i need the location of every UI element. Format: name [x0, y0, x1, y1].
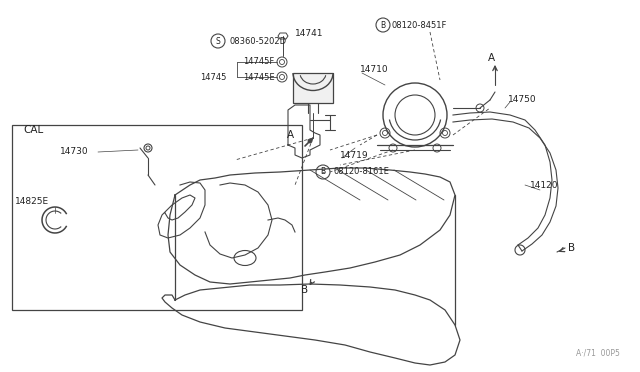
Text: 14745: 14745 [200, 73, 227, 81]
Text: 08360-5202D: 08360-5202D [230, 38, 287, 46]
Text: 14120: 14120 [530, 180, 559, 189]
Text: 14825E: 14825E [15, 198, 49, 206]
Text: B: B [568, 243, 575, 253]
Text: A: A [287, 130, 294, 140]
Bar [293, 73, 333, 103]
Text: B: B [301, 285, 308, 295]
Text: A·/71  00P5: A·/71 00P5 [576, 349, 620, 358]
Text: 14710: 14710 [360, 65, 388, 74]
Text: 14745F: 14745F [243, 58, 275, 67]
Text: CAL: CAL [23, 125, 44, 135]
Text: A: A [488, 53, 495, 63]
Text: 14741: 14741 [295, 29, 323, 38]
Text: 08120-8161E: 08120-8161E [333, 167, 389, 176]
Text: 08120-8451F: 08120-8451F [392, 20, 447, 29]
Text: 14719: 14719 [340, 151, 369, 160]
Text: S: S [216, 36, 220, 45]
Text: B: B [321, 167, 326, 176]
Text: 14745E: 14745E [243, 73, 275, 81]
Text: 14730: 14730 [60, 148, 88, 157]
Bar [12, 125, 302, 310]
Text: 14750: 14750 [508, 96, 536, 105]
Circle shape [308, 139, 312, 143]
Text: B: B [380, 20, 385, 29]
